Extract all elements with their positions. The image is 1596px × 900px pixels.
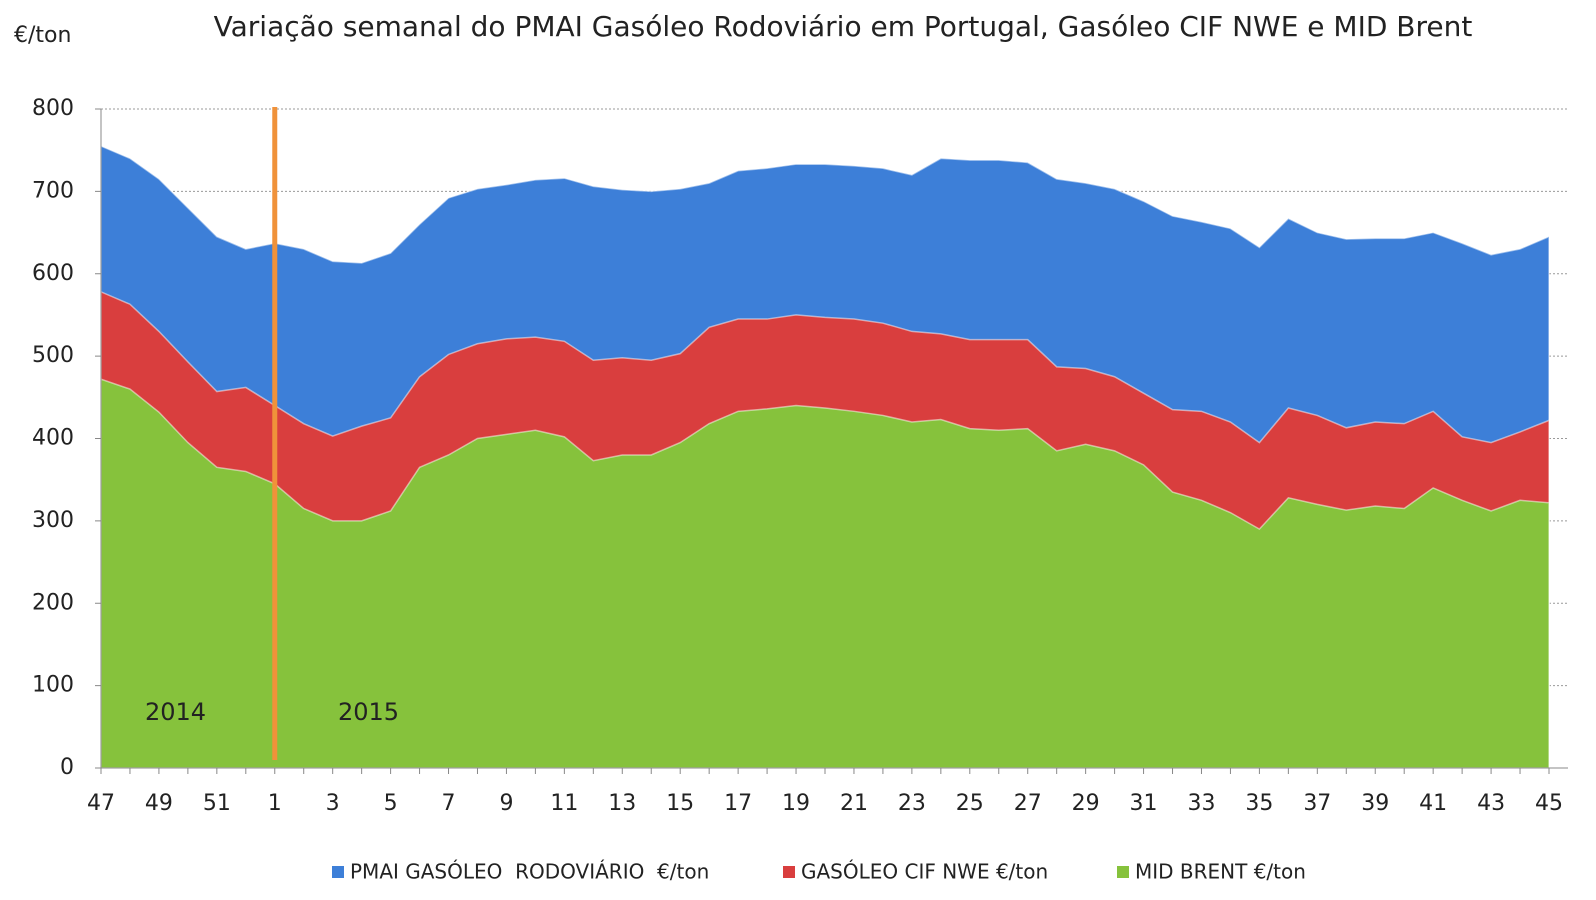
x-tick-label: 19 [782,791,810,816]
chart-title: Variação semanal do PMAI Gasóleo Rodoviá… [214,10,1473,43]
y-tick-label: 500 [32,343,74,368]
x-tick-label: 23 [898,791,926,816]
legend-swatch [332,866,344,878]
area [100,378,1550,769]
x-tick-label: 37 [1303,791,1331,816]
x-tick-label: 15 [666,791,694,816]
x-tick-label: 1 [268,791,282,816]
x-tick-label: 7 [442,791,456,816]
x-tick-label: 51 [203,791,231,816]
x-tick-label: 49 [145,791,173,816]
y-tick-label: 200 [32,590,74,615]
x-tick-label: 3 [326,791,340,816]
annotation: 2014 [145,698,206,726]
x-tick-label: 21 [840,791,868,816]
x-tick-label: 11 [550,791,578,816]
x-tick-label: 27 [1014,791,1042,816]
legend-label: MID BRENT €/ton [1135,860,1306,884]
annotation: 2015 [338,698,399,726]
x-tick-label: 39 [1361,791,1389,816]
legend-label: PMAI GASÓLEO RODOVIÁRIO €/ton [350,860,709,884]
x-tick-label: 45 [1535,791,1563,816]
y-tick-label: 300 [32,508,74,533]
legend-swatch [1117,866,1129,878]
x-tick-label: 29 [1072,791,1100,816]
x-tick-label: 5 [384,791,398,816]
y-tick-label: 0 [60,755,74,780]
x-tick-label: 31 [1130,791,1158,816]
x-tick-label: 25 [956,791,984,816]
y-tick-label: 100 [32,673,74,698]
x-tick-label: 41 [1419,791,1447,816]
y-tick-label: 600 [32,261,74,286]
y-axis-label: €/ton [14,23,71,48]
x-tick-label: 9 [499,791,513,816]
y-tick-label: 400 [32,426,74,451]
legend-swatch [783,866,795,878]
legend-label: GASÓLEO CIF NWE €/ton [801,860,1048,884]
x-tick-label: 43 [1477,791,1505,816]
x-tick-label: 47 [87,791,115,816]
x-tick-label: 33 [1187,791,1215,816]
y-tick-label: 700 [32,178,74,203]
x-tick-label: 13 [608,791,636,816]
x-tick-label: 17 [724,791,752,816]
x-tick-label: 35 [1245,791,1273,816]
y-tick-label: 800 [32,96,74,121]
